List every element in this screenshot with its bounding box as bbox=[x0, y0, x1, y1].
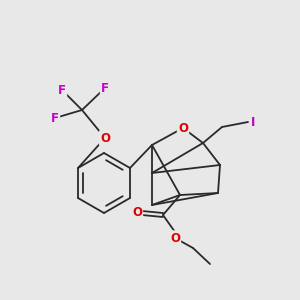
Text: O: O bbox=[170, 232, 180, 244]
Text: F: F bbox=[51, 112, 59, 124]
Text: O: O bbox=[100, 131, 110, 145]
Text: I: I bbox=[251, 116, 255, 128]
Text: O: O bbox=[132, 206, 142, 220]
Text: F: F bbox=[58, 83, 66, 97]
Text: O: O bbox=[178, 122, 188, 134]
Text: F: F bbox=[101, 82, 109, 94]
